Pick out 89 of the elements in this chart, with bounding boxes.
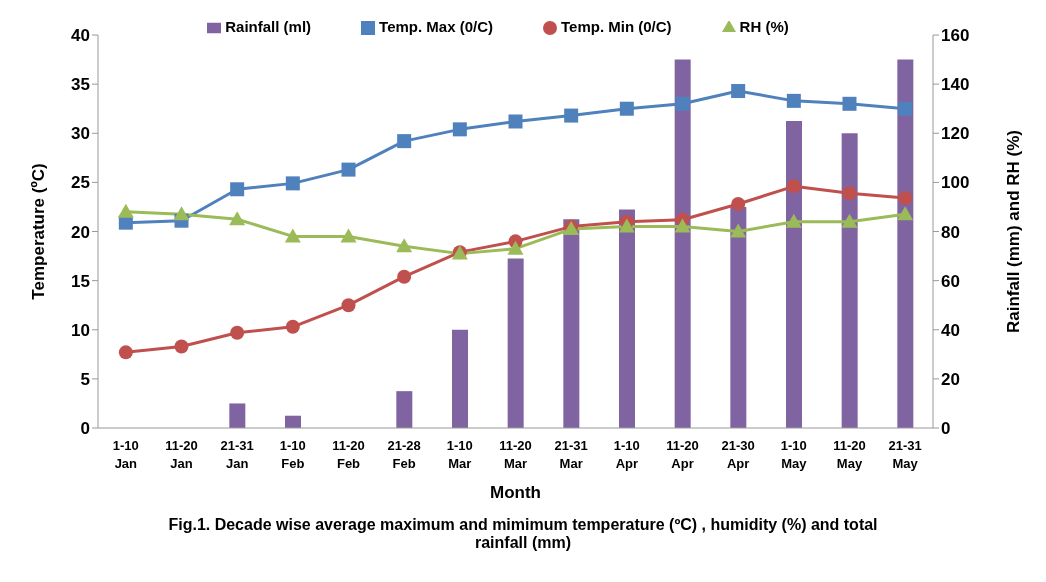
- point: [842, 96, 857, 111]
- x-tick-label: 11-20 Feb: [332, 438, 365, 471]
- x-tick-label: 11-20 May: [833, 438, 866, 471]
- x-tick-label: 11-20 Jan: [165, 438, 198, 471]
- point: [285, 319, 300, 334]
- point: [674, 218, 691, 233]
- point: [118, 345, 133, 360]
- point: [897, 206, 914, 221]
- point: [898, 191, 913, 206]
- bar: [786, 120, 802, 428]
- bar: [396, 391, 413, 428]
- point: [731, 84, 746, 99]
- point: [731, 197, 746, 212]
- bar: [452, 329, 468, 428]
- x-tick-label: 21-31 May: [888, 438, 922, 471]
- x-tick-label: 21-31 Mar: [554, 438, 588, 471]
- point: [508, 114, 523, 129]
- point: [117, 203, 134, 218]
- y2-tick-label: 20: [941, 369, 960, 389]
- y2-tick-label: 60: [941, 271, 960, 291]
- text: Fig.1. Decade wise average maximum and mimimum temperature (ºC) , humidity (%) and total rainfall (mm): [167, 516, 879, 552]
- y-tick-label: 20: [71, 222, 90, 242]
- point: [675, 96, 690, 111]
- point: [229, 211, 246, 226]
- legend-label: Rainfall (ml): [225, 18, 312, 35]
- point: [284, 228, 301, 243]
- y-tick-label: 35: [71, 75, 90, 95]
- y-tick-label: 5: [80, 369, 90, 389]
- point: [340, 228, 357, 243]
- point: [842, 186, 857, 201]
- y2-tick-label: 140: [941, 75, 970, 95]
- bar: [507, 258, 524, 428]
- y2-tick-label: 40: [941, 320, 960, 340]
- x-tick-label: 21-28 Feb: [387, 438, 421, 471]
- y2-tick-label: 80: [941, 222, 960, 242]
- x-tick-label: 1-10 Jan: [112, 438, 139, 471]
- x-tick-label: 1-10 Feb: [279, 438, 306, 471]
- bar: [563, 219, 580, 428]
- x-tick-label: 1-10 Mar: [446, 438, 473, 471]
- point: [174, 339, 189, 354]
- point: [341, 298, 356, 313]
- y2-tick-label: 120: [941, 124, 970, 144]
- x-tick-label: 21-31 Jan: [220, 438, 254, 471]
- bar: [897, 59, 914, 428]
- bar: [285, 415, 301, 428]
- point: [285, 176, 300, 191]
- point: [341, 162, 356, 177]
- y-axis-title: Temperature (ºC): [29, 163, 49, 300]
- y2-tick-label: 100: [941, 173, 970, 193]
- point: [564, 108, 579, 123]
- point: [397, 134, 412, 149]
- point: [230, 182, 245, 197]
- legend-label: Temp. Max (0/C): [379, 18, 493, 35]
- y-tick-label: 0: [80, 419, 90, 439]
- y-tick-label: 10: [71, 320, 90, 340]
- point: [507, 240, 524, 255]
- point: [841, 213, 858, 228]
- y-tick-label: 30: [71, 124, 90, 144]
- point: [397, 269, 412, 284]
- bar: [674, 59, 691, 428]
- y-tick-label: 15: [71, 271, 90, 291]
- point: [730, 223, 747, 238]
- x-axis-title: Month: [490, 483, 541, 502]
- y-tick-label: 40: [71, 26, 90, 46]
- y2-tick-label: 160: [941, 26, 970, 46]
- point: [619, 101, 634, 116]
- x-tick-label: 21-30 Apr: [721, 438, 755, 471]
- point: [786, 179, 801, 194]
- legend-label: Temp. Min (0/C): [561, 18, 672, 35]
- point: [230, 325, 245, 340]
- bar: [619, 209, 635, 428]
- point: [618, 218, 635, 233]
- y-tick-label: 25: [71, 173, 90, 193]
- x-tick-label: 11-20 Apr: [666, 438, 699, 471]
- x-tick-label: 11-20 Mar: [499, 438, 532, 471]
- bar: [841, 133, 858, 428]
- bar: [730, 206, 747, 428]
- point: [786, 93, 801, 108]
- x-tick-label: 1-10 May: [780, 438, 808, 471]
- point: [785, 213, 802, 228]
- bar: [229, 403, 246, 428]
- point: [898, 101, 913, 116]
- point: [173, 206, 190, 221]
- x-tick-label: 1-10 Apr: [613, 438, 640, 471]
- y2-tick-label: 0: [941, 419, 951, 439]
- point: [396, 238, 413, 253]
- point: [452, 122, 467, 137]
- legend-label: RH (%): [739, 18, 789, 35]
- y2-axis-title: Rainfall (mm) and RH (%): [1004, 129, 1024, 334]
